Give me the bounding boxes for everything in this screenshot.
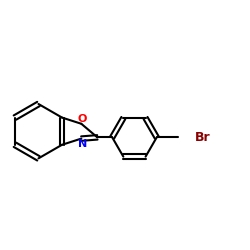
Text: O: O: [78, 114, 87, 124]
Text: Br: Br: [195, 131, 211, 144]
Text: N: N: [78, 138, 87, 148]
